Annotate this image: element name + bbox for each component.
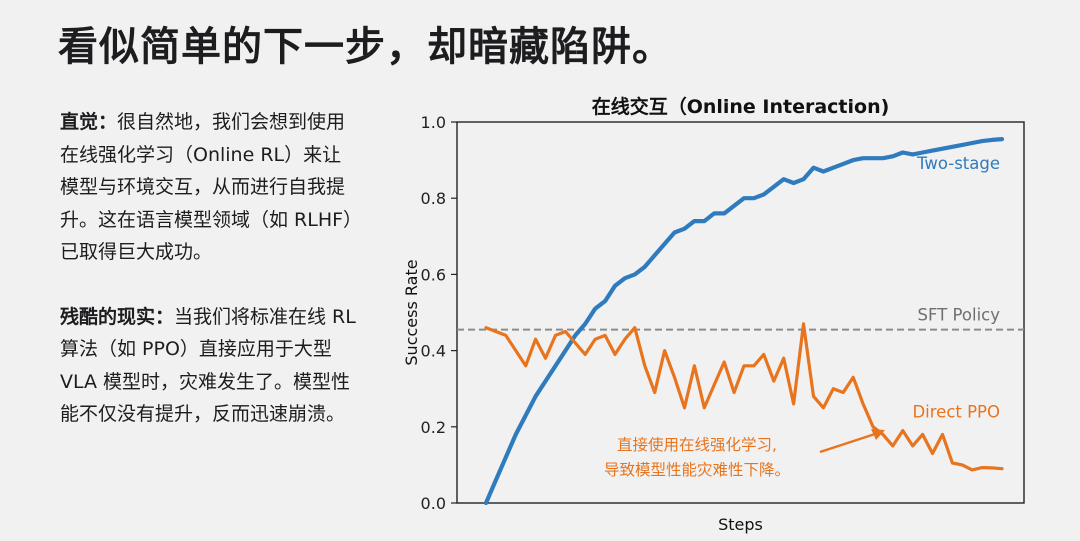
intuition-label: 直觉：: [60, 111, 118, 133]
plot-frame: [456, 121, 1025, 504]
series-label-two-stage: Two-stage: [916, 154, 1000, 173]
y-tick-label: 0.0: [421, 494, 446, 513]
y-tick-label: 0.2: [421, 418, 446, 437]
reality-label: 残酷的现实：: [60, 305, 175, 328]
y-tick-label: 0.4: [421, 342, 446, 361]
left-text-column: 直觉：很自然地，我们会想到使用在线强化学习（Online RL）来让模型与环境交…: [60, 106, 360, 463]
reality-paragraph: 残酷的现实：当我们将标准在线 RL 算法（如 PPO）直接应用于大型 VLA 模…: [60, 301, 360, 431]
y-tick-label: 0.6: [421, 265, 446, 284]
intuition-text: 很自然地，我们会想到使用在线强化学习（Online RL）来让模型与环境交互，从…: [60, 111, 353, 263]
sft-policy-label: SFT Policy: [918, 306, 1001, 325]
intuition-paragraph: 直觉：很自然地，我们会想到使用在线强化学习（Online RL）来让模型与环境交…: [60, 106, 360, 269]
y-tick-label: 1.0: [421, 113, 446, 132]
annotation-text-line: 导致模型性能灾难性下降。: [604, 461, 790, 479]
slide-title: 看似简单的下一步，却暗藏陷阱。: [58, 24, 673, 70]
reality-text: 当我们将标准在线 RL 算法（如 PPO）直接应用于大型 VLA 模型时，灾难发…: [60, 305, 356, 426]
series-label-direct-ppo: Direct PPO: [912, 402, 1000, 421]
series-line-direct-ppo: [484, 322, 1004, 472]
y-tick-label: 0.8: [421, 189, 446, 208]
success-rate-chart: 在线交互（Online Interaction) 0.0 0.2 0.4 0.6 0.8 1…: [392, 84, 1072, 540]
y-axis-label: Success Rate: [402, 259, 421, 365]
x-axis-label: Steps: [718, 515, 763, 534]
annotation-arrow-shaft: [819, 432, 876, 454]
annotation-text-line: 直接使用在线强化学习,: [617, 436, 777, 454]
chart-title: 在线交互（Online Interaction): [592, 95, 890, 118]
annotation-arrow-head: [871, 429, 885, 440]
chart-svg: 在线交互（Online Interaction) 0.0 0.2 0.4 0.6 0.8 1…: [402, 95, 1025, 534]
